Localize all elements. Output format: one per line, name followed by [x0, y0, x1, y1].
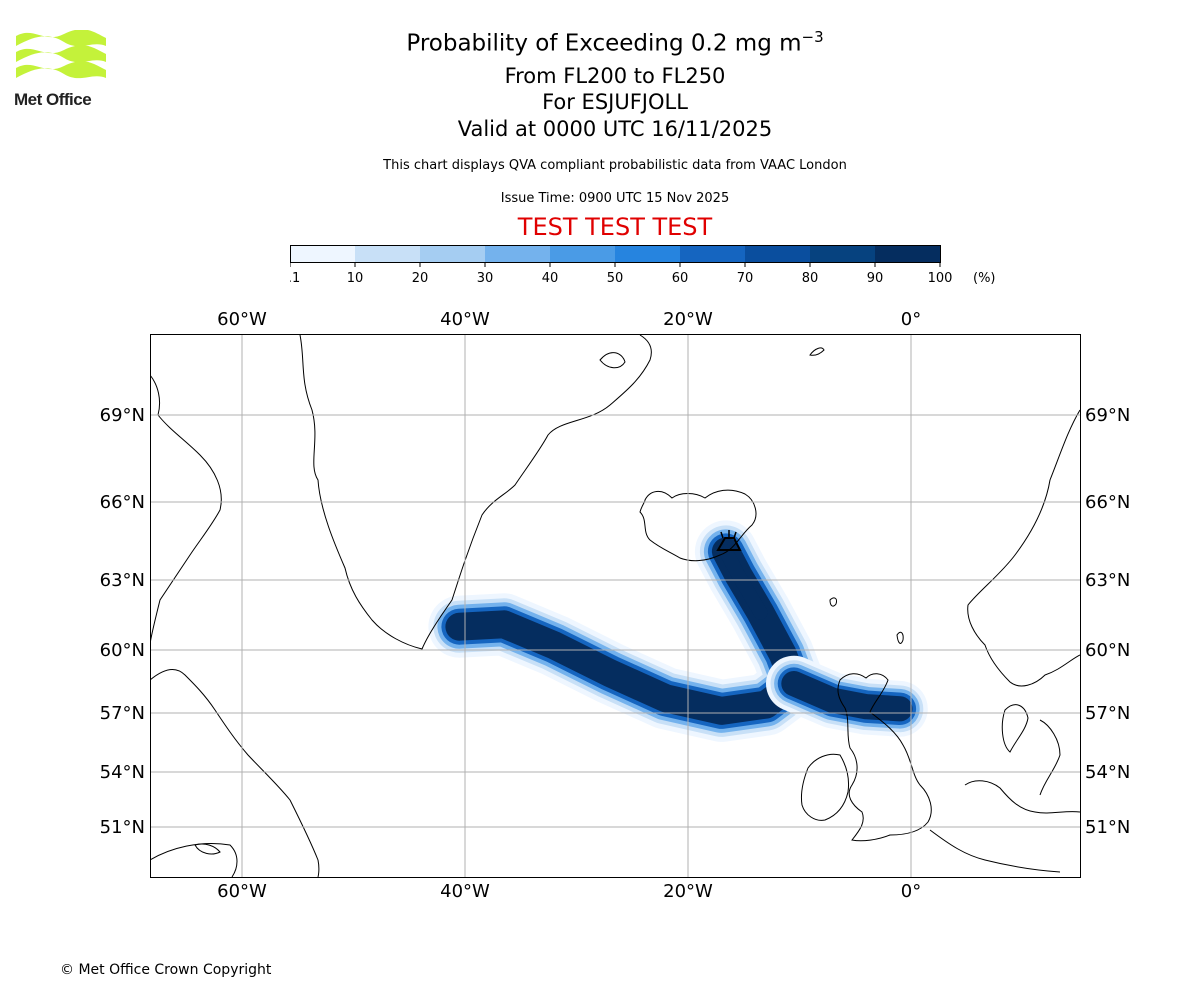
disclaimer-text: This chart displays QVA compliant probab…	[383, 158, 847, 173]
colorbar-tick-label: 100	[928, 271, 953, 286]
lon-label-top: 60°W	[217, 309, 267, 330]
colorbar-tick-label: 40	[542, 271, 559, 286]
met-office-logo-text: Met Office	[14, 90, 92, 109]
lat-label-left: 54°N	[100, 762, 145, 783]
colorbar-frame	[290, 245, 941, 263]
colorbar-tick-label: 10	[347, 271, 364, 286]
chart-title: Probability of Exceeding 0.2 mg m−3	[0, 28, 1200, 57]
colorbar-tick-label: 60	[672, 271, 689, 286]
lat-label-left: 60°N	[100, 640, 145, 661]
colorbar-bin-7	[745, 245, 811, 263]
coastlines	[150, 334, 1080, 877]
lon-label-top: 0°	[901, 309, 921, 330]
colorbar-tick-label: 50	[607, 271, 624, 286]
colorbar-tick-label: 80	[802, 271, 819, 286]
lat-label-right: 66°N	[1085, 492, 1130, 513]
lat-label-right: 60°N	[1085, 640, 1130, 661]
plume-source-trail	[718, 544, 768, 620]
colorbar-bin-6	[680, 245, 746, 263]
colorbar-tick-label: 70	[737, 271, 754, 286]
lat-label-right: 54°N	[1085, 762, 1130, 783]
lon-label-bottom: 20°W	[663, 881, 713, 900]
test-banner: TEST TEST TEST	[517, 213, 713, 241]
colorbar-tick-label: 0.1	[290, 271, 300, 286]
plume-band-4	[781, 671, 913, 722]
met-office-wave-icon	[16, 29, 106, 79]
colorbar-bin-2	[420, 245, 486, 263]
lon-label-bottom: 0°	[901, 881, 921, 900]
lat-label-left: 51°N	[100, 817, 145, 838]
met-office-logo: Met Office	[14, 29, 110, 116]
colorbar-tick-label: 20	[412, 271, 429, 286]
flight-level-range: From FL200 to FL250	[504, 64, 726, 88]
colorbar-bin-5	[615, 245, 681, 263]
issue-time: Issue Time: 0900 UTC 15 Nov 2025	[500, 191, 730, 206]
map-frame	[150, 334, 1081, 878]
lat-label-right: 63°N	[1085, 570, 1130, 591]
lon-label-top: 20°W	[663, 309, 713, 330]
lat-label-left: 57°N	[100, 703, 145, 724]
colorbar-bin-9	[875, 245, 941, 263]
lon-label-bottom: 60°W	[217, 881, 267, 900]
colorbar-bin-3	[485, 245, 551, 263]
colorbar-tick-label: 30	[477, 271, 494, 286]
lat-label-right: 69°N	[1085, 405, 1130, 426]
colorbar-bin-0	[290, 245, 356, 263]
volcano-name: For ESJUFJOLL	[542, 90, 688, 114]
lat-label-left: 66°N	[100, 492, 145, 513]
colorbar-tick-label: 90	[867, 271, 884, 286]
volcano-marker-icon	[716, 530, 742, 551]
lon-label-top: 40°W	[440, 309, 490, 330]
lat-label-left: 69°N	[100, 405, 145, 426]
valid-time: Valid at 0000 UTC 16/11/2025	[457, 117, 773, 141]
chart-title-main: Probability of Exceeding 0.2 mg m	[406, 30, 802, 57]
colorbar-bin-1	[355, 245, 421, 263]
copyright-notice: © Met Office Crown Copyright	[60, 962, 272, 978]
lat-label-right: 57°N	[1085, 703, 1130, 724]
colorbar-unit: (%)	[973, 271, 996, 286]
ash-concentration-map: 60°W 60°W 40°W 40°W 20°W 20°W 0° 0° 69°N 69°N 66°N…	[100, 309, 1131, 900]
ash-plume	[428, 520, 928, 742]
graticule	[150, 334, 1080, 877]
colorbar-bin-4	[550, 245, 616, 263]
lon-label-bottom: 40°W	[440, 881, 490, 900]
probability-colorbar: 0.1 10 20 30 40 50 60 70 80 90 100 (%)	[290, 245, 996, 286]
chart-title-exponent: −3	[801, 28, 824, 46]
lat-label-right: 51°N	[1085, 817, 1130, 838]
lat-label-left: 63°N	[100, 570, 145, 591]
colorbar-bin-8	[810, 245, 876, 263]
